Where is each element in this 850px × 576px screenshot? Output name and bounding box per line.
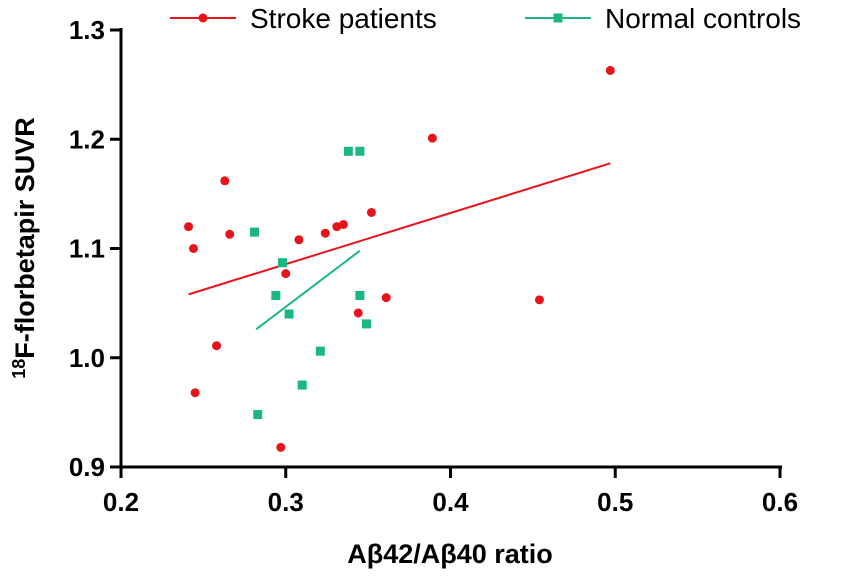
stroke-point (276, 442, 286, 452)
legend-item-normal-controls: Normal controls (525, 3, 801, 34)
control-point (297, 380, 307, 390)
stroke-point (605, 65, 615, 75)
control-point (249, 227, 259, 237)
control-point (271, 290, 281, 300)
data-series (184, 65, 615, 452)
stroke-point (190, 388, 200, 398)
stroke-point (184, 222, 194, 232)
axes (110, 28, 782, 478)
stroke-point (353, 308, 363, 318)
control-point (361, 319, 371, 329)
x-axis-title: Aβ42/Aβ40 ratio (347, 539, 553, 569)
control-legend-marker (553, 13, 563, 23)
stroke-point (188, 244, 198, 253)
series-normal-controls (249, 146, 371, 420)
y-tick-label: 1.1 (69, 234, 105, 264)
control-trendline (255, 249, 361, 331)
stroke-point (220, 176, 230, 186)
legend-item-stroke-patients: Stroke patients (170, 3, 437, 34)
stroke-point (281, 269, 291, 279)
stroke-point (294, 235, 304, 245)
y-tick-label: 1.3 (69, 15, 105, 45)
stroke-point (212, 341, 222, 351)
x-tick-label: 0.5 (597, 487, 633, 517)
legend: Stroke patients Normal controls (170, 3, 801, 34)
control-point (284, 309, 294, 319)
stroke-point (225, 229, 235, 239)
x-tick-label: 0.2 (103, 487, 139, 517)
control-point (355, 290, 365, 300)
control-legend-label: Normal controls (605, 3, 801, 34)
x-tick-label: 0.4 (432, 487, 469, 517)
stroke-trendline (188, 162, 611, 296)
control-point (343, 146, 353, 156)
control-point (253, 410, 263, 420)
stroke-legend-marker (198, 13, 208, 23)
stroke-point (534, 295, 544, 305)
stroke-point (338, 219, 348, 229)
control-point (315, 346, 325, 356)
y-tick-label: 1.2 (69, 124, 105, 154)
y-tick-label: 1.0 (69, 343, 105, 373)
control-point (355, 146, 365, 156)
stroke-point (427, 133, 437, 143)
stroke-point (366, 207, 376, 217)
y-axis-title-main: F-florbetapir SUVR (10, 117, 40, 359)
stroke-point (320, 228, 330, 238)
control-point (277, 258, 287, 268)
x-tick-label: 0.6 (762, 487, 798, 517)
series-stroke-patients (184, 65, 615, 452)
tick-labels: 0.9 1.0 1.1 1.2 1.3 0.2 0.3 0.4 0.5 0.6 (69, 15, 798, 517)
y-axis-title: 18F-florbetapir SUVR (9, 117, 40, 379)
x-tick-label: 0.3 (268, 487, 304, 517)
y-axis-title-superscript: 18 (9, 359, 29, 379)
y-tick-label: 0.9 (69, 452, 105, 482)
stroke-legend-label: Stroke patients (250, 3, 437, 34)
stroke-point (381, 293, 391, 303)
